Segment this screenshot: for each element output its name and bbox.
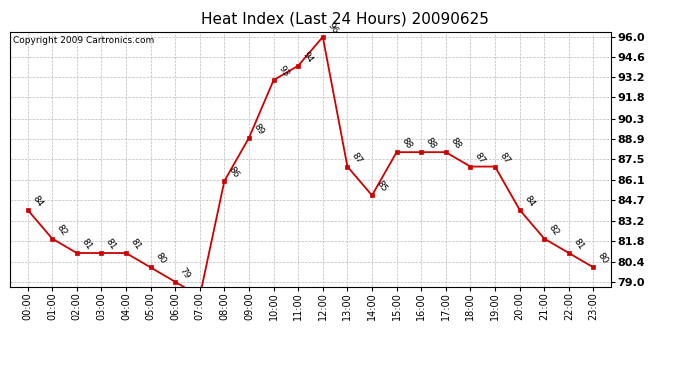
Text: 81: 81 bbox=[104, 237, 118, 252]
Text: 94: 94 bbox=[301, 50, 315, 64]
Text: 84: 84 bbox=[522, 194, 536, 208]
Text: 82: 82 bbox=[547, 223, 561, 237]
Text: Heat Index (Last 24 Hours) 20090625: Heat Index (Last 24 Hours) 20090625 bbox=[201, 11, 489, 26]
Text: 81: 81 bbox=[79, 237, 94, 252]
Text: Copyright 2009 Cartronics.com: Copyright 2009 Cartronics.com bbox=[13, 36, 155, 45]
Text: 80: 80 bbox=[596, 252, 610, 266]
Text: 88: 88 bbox=[400, 136, 413, 151]
Text: 85: 85 bbox=[375, 179, 388, 194]
Text: 79: 79 bbox=[178, 266, 192, 280]
Text: 88: 88 bbox=[448, 136, 462, 151]
Text: 88: 88 bbox=[424, 136, 438, 151]
Text: 93: 93 bbox=[277, 64, 290, 79]
Text: 89: 89 bbox=[252, 122, 266, 136]
Text: 78: 78 bbox=[0, 374, 1, 375]
Text: 84: 84 bbox=[30, 194, 44, 208]
Text: 87: 87 bbox=[497, 151, 512, 165]
Text: 87: 87 bbox=[351, 151, 364, 165]
Text: 80: 80 bbox=[153, 252, 168, 266]
Text: 81: 81 bbox=[129, 237, 143, 252]
Text: 81: 81 bbox=[571, 237, 586, 252]
Text: 82: 82 bbox=[55, 223, 69, 237]
Text: 96: 96 bbox=[326, 21, 339, 36]
Text: 86: 86 bbox=[227, 165, 241, 180]
Text: 87: 87 bbox=[473, 151, 487, 165]
